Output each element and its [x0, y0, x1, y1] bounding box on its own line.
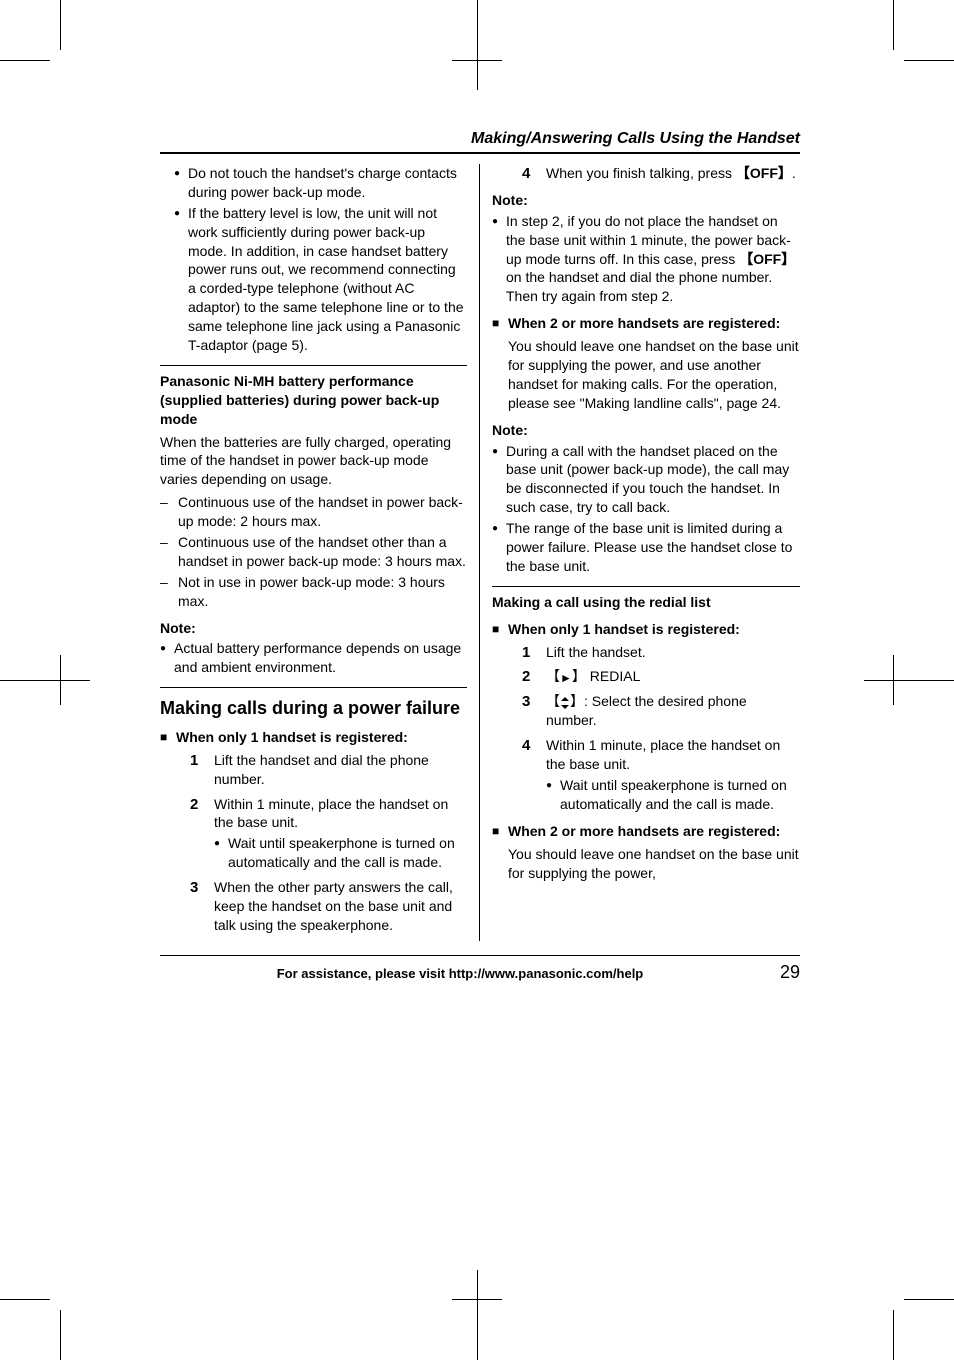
footer-assist: For assistance, please visit http://www.… [160, 966, 760, 981]
dash-item: Continuous use of the handset other than… [160, 533, 467, 571]
sub-bullet-list: Wait until speakerphone is turned on aut… [214, 834, 467, 872]
step-text: Within 1 minute, place the handset on th… [546, 737, 780, 772]
left-column: Do not touch the handset's charge contac… [160, 164, 480, 941]
step-text: Lift the handset and dial the phone numb… [214, 752, 429, 787]
bullet-item: During a call with the handset placed on… [492, 442, 800, 518]
text-fragment: REDIAL [586, 668, 640, 684]
right-column: 4 When you finish talking, press OFF. No… [480, 164, 800, 941]
intro-bullets: Do not touch the handset's charge contac… [160, 164, 467, 355]
bullet-item: Actual battery performance depends on us… [160, 639, 467, 677]
off-key: OFF [736, 165, 792, 181]
step-item: 3 When the other party answers the call, … [190, 878, 467, 935]
step-item: 3 : Select the desired phone number. [522, 692, 800, 730]
divider [160, 365, 467, 366]
right-arrow-icon: ► [560, 670, 572, 686]
step-item: 4 Within 1 minute, place the handset on t… [522, 736, 800, 814]
footer: For assistance, please visit http://www.… [160, 955, 800, 983]
step-item: 2 Within 1 minute, place the handset on t… [190, 795, 467, 873]
step-text: Within 1 minute, place the handset on th… [214, 796, 448, 831]
page-content: Making/Answering Calls Using the Handset… [160, 130, 800, 983]
off-key: OFF [739, 251, 795, 267]
square-heading: When 2 or more handsets are registered: [492, 822, 800, 841]
sub-bullet-list: Wait until speakerphone is turned on aut… [546, 776, 800, 814]
battery-paragraph: When the batteries are fully charged, op… [160, 433, 467, 490]
bullet-item: If the battery level is low, the unit wi… [174, 204, 467, 355]
note-bullets: Actual battery performance depends on us… [160, 639, 467, 677]
redial-steps: 1 Lift the handset. 2 ► REDIAL 3 : Select… [492, 643, 800, 814]
step-item: 1 Lift the handset. [522, 643, 800, 662]
step-number: 4 [522, 164, 530, 184]
square-body: You should leave one handset on the base… [492, 845, 800, 883]
step-text: When you finish talking, press OFF. [546, 165, 796, 181]
updown-key [546, 693, 584, 709]
step-item: 1 Lift the handset and dial the phone num… [190, 751, 467, 789]
square-heading: When only 1 handset is registered: [492, 620, 800, 639]
dash-item: Not in use in power back-up mode: 3 hour… [160, 573, 467, 611]
square-body: You should leave one handset on the base… [492, 337, 800, 413]
sub-bullet-item: Wait until speakerphone is turned on aut… [546, 776, 800, 814]
step-text: ► REDIAL [546, 668, 640, 684]
square-heading: When only 1 handset is registered: [160, 728, 467, 747]
step-number: 3 [190, 878, 198, 898]
step-number: 3 [522, 692, 530, 712]
redial-heading: Making a call using the redial list [492, 593, 800, 612]
step-number: 2 [190, 795, 198, 815]
step-item: 4 When you finish talking, press OFF. [522, 164, 800, 183]
step-text: When the other party answers the call, k… [214, 879, 453, 933]
bullet-item: Do not touch the handset's charge contac… [174, 164, 467, 202]
bullet-item: The range of the base unit is limited du… [492, 519, 800, 576]
text-fragment: When you finish talking, press [546, 165, 736, 181]
page-number: 29 [760, 962, 800, 983]
dash-item: Continuous use of the handset in power b… [160, 493, 467, 531]
columns: Do not touch the handset's charge contac… [160, 164, 800, 941]
numbered-steps-cont: 4 When you finish talking, press OFF. [492, 164, 800, 183]
text-fragment: on the handset and dial the phone number… [506, 269, 772, 304]
sub-bullet-item: Wait until speakerphone is turned on aut… [214, 834, 467, 872]
numbered-steps: 1 Lift the handset and dial the phone num… [160, 751, 467, 935]
note-label: Note: [492, 421, 800, 440]
divider [160, 687, 467, 688]
bullet-item: In step 2, if you do not place the hands… [492, 212, 800, 306]
step-text: : Select the desired phone number. [546, 693, 747, 728]
note-bullets: In step 2, if you do not place the hands… [492, 212, 800, 306]
note-bullets: During a call with the handset placed on… [492, 442, 800, 576]
step-number: 1 [522, 643, 530, 663]
battery-heading: Panasonic Ni-MH battery performance (sup… [160, 372, 467, 429]
right-arrow-key: ► [546, 668, 586, 684]
step-item: 2 ► REDIAL [522, 667, 800, 686]
note-label: Note: [492, 191, 800, 210]
text-fragment: . [792, 165, 796, 181]
square-heading: When 2 or more handsets are registered: [492, 314, 800, 333]
note-label: Note: [160, 619, 467, 638]
section-title: Making calls during a power failure [160, 698, 467, 720]
step-number: 1 [190, 751, 198, 771]
step-text: Lift the handset. [546, 644, 646, 660]
step-number: 4 [522, 736, 530, 756]
step-number: 2 [522, 667, 530, 687]
updown-arrow-icon [560, 693, 570, 709]
page-header: Making/Answering Calls Using the Handset [160, 130, 800, 154]
divider [492, 586, 800, 587]
battery-dash-list: Continuous use of the handset in power b… [160, 493, 467, 610]
